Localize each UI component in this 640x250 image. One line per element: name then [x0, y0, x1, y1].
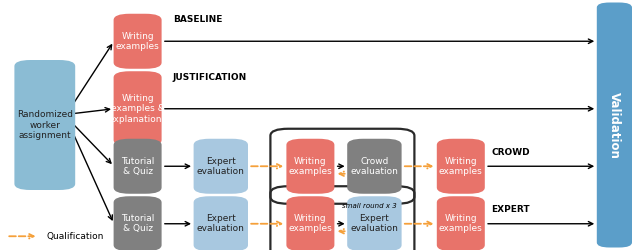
Text: Crowd
evaluation: Crowd evaluation [351, 156, 398, 176]
Text: Tutorial
& Quiz: Tutorial & Quiz [121, 156, 154, 176]
Text: JUSTIFICATION: JUSTIFICATION [173, 73, 247, 82]
Text: Writing
examples: Writing examples [289, 214, 332, 234]
FancyBboxPatch shape [114, 14, 161, 69]
FancyBboxPatch shape [114, 196, 161, 250]
Text: Writing
examples: Writing examples [116, 32, 159, 51]
Text: small round x 3: small round x 3 [342, 203, 397, 209]
FancyBboxPatch shape [287, 196, 334, 250]
FancyBboxPatch shape [193, 196, 248, 250]
FancyBboxPatch shape [437, 139, 485, 194]
FancyBboxPatch shape [347, 196, 402, 250]
Text: Expert
evaluation: Expert evaluation [351, 214, 398, 234]
FancyBboxPatch shape [193, 139, 248, 194]
FancyBboxPatch shape [114, 139, 161, 194]
FancyBboxPatch shape [347, 139, 402, 194]
Text: Randomized
worker
assignment: Randomized worker assignment [17, 110, 73, 140]
FancyBboxPatch shape [15, 60, 76, 190]
Text: Tutorial
& Quiz: Tutorial & Quiz [121, 214, 154, 234]
Text: Qualification: Qualification [46, 232, 104, 241]
Text: Expert
evaluation: Expert evaluation [197, 156, 244, 176]
FancyBboxPatch shape [114, 71, 161, 146]
Text: Writing
examples: Writing examples [289, 156, 332, 176]
FancyBboxPatch shape [596, 2, 632, 248]
Text: Writing
examples: Writing examples [439, 214, 483, 234]
Text: Expert
evaluation: Expert evaluation [197, 214, 244, 234]
FancyBboxPatch shape [437, 196, 485, 250]
Text: CROWD: CROWD [492, 148, 530, 157]
Text: EXPERT: EXPERT [492, 206, 530, 214]
Text: Writing
examples &
explanations: Writing examples & explanations [109, 94, 166, 124]
FancyBboxPatch shape [287, 139, 334, 194]
Text: Writing
examples: Writing examples [439, 156, 483, 176]
Text: BASELINE: BASELINE [173, 16, 222, 24]
Text: Validation: Validation [608, 92, 621, 158]
